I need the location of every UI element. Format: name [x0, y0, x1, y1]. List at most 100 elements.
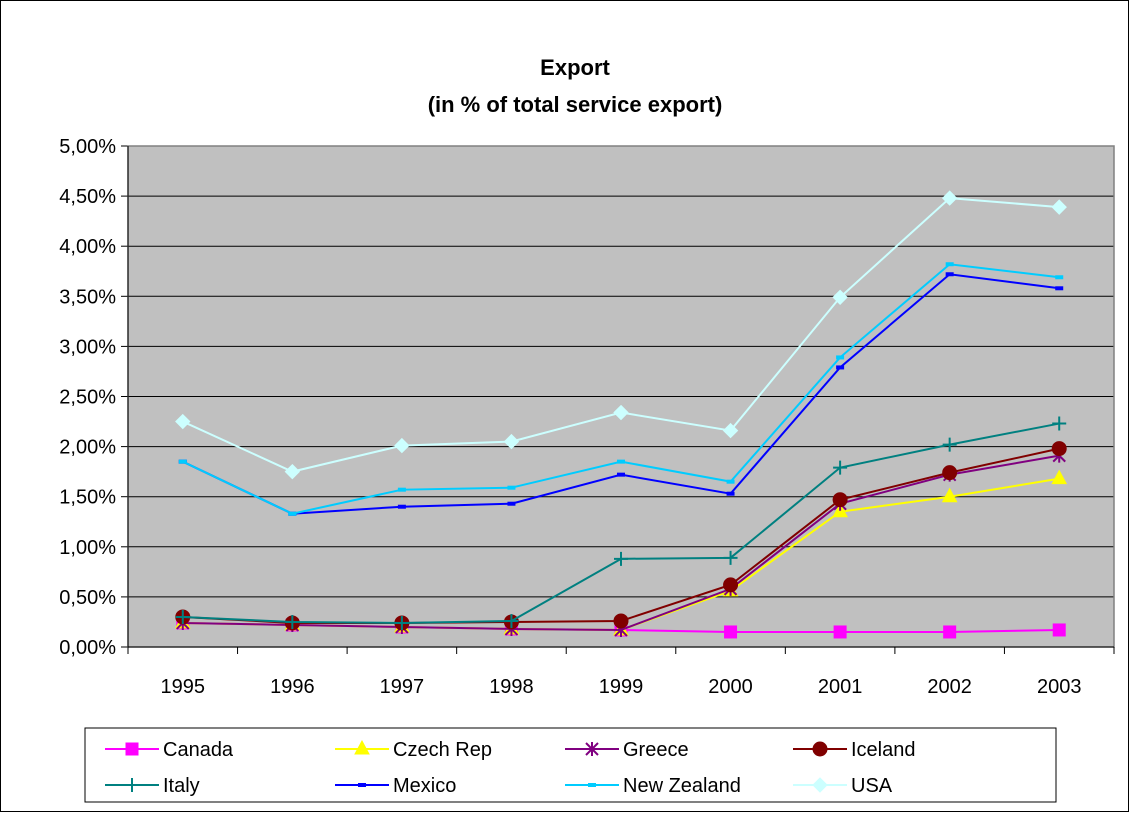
- data-point-mexico: [945, 272, 954, 277]
- legend-item-new-zealand: New Zealand: [565, 775, 741, 797]
- y-tick-label: 2,00%: [59, 437, 116, 459]
- data-point-new-zealand: [945, 262, 954, 267]
- y-tick-label: 1,50%: [59, 487, 116, 509]
- data-point-italy: [504, 613, 519, 628]
- legend-swatch-marker: [125, 778, 139, 792]
- data-point-usa: [832, 289, 848, 306]
- legend-swatch-marker: [354, 739, 370, 755]
- y-tick-label: 0,50%: [59, 587, 116, 609]
- legend-item-czech-rep: Czech Rep: [335, 739, 492, 761]
- x-tick-label: 2000: [708, 676, 753, 698]
- legend-swatch-marker: [358, 783, 366, 787]
- data-point-czech-rep: [941, 487, 958, 503]
- series-italy: [175, 416, 1067, 630]
- data-point-usa: [1051, 199, 1067, 215]
- data-point-mexico: [507, 501, 516, 506]
- axes: 0,00% 0,50% 1,00% 1,50% 2,00% 2,50% 3,00% 3,50%…: [59, 136, 1115, 698]
- data-point-usa: [503, 433, 520, 450]
- y-tick-label: 0,00%: [59, 637, 116, 659]
- data-point-iceland: [613, 613, 629, 629]
- series-layer: [174, 190, 1068, 639]
- chart-title: Export: [540, 55, 610, 80]
- data-point-italy: [614, 551, 628, 566]
- data-point-usa: [722, 422, 739, 439]
- legend-label: Iceland: [851, 739, 916, 761]
- data-point-usa: [284, 463, 301, 480]
- y-tick-label: 4,50%: [59, 186, 116, 208]
- legend-label: Italy: [163, 775, 200, 797]
- x-tick-label: 2002: [927, 676, 972, 698]
- data-point-new-zealand: [726, 479, 735, 484]
- data-point-usa: [175, 413, 191, 430]
- data-point-iceland: [832, 492, 848, 508]
- x-tick-label: 2001: [818, 676, 863, 698]
- data-point-new-zealand: [288, 511, 297, 516]
- legend-item-canada: Canada: [105, 739, 234, 761]
- data-point-canada: [1052, 623, 1066, 637]
- x-tick-label: 1995: [161, 676, 206, 698]
- legend-label: USA: [851, 775, 893, 797]
- data-point-italy: [285, 614, 300, 629]
- legend-item-iceland: Iceland: [793, 739, 916, 761]
- legend-label: New Zealand: [623, 775, 741, 797]
- legend-box: [84, 727, 1057, 803]
- data-point-new-zealand: [397, 487, 406, 492]
- data-point-mexico: [726, 491, 735, 496]
- data-point-italy: [942, 437, 957, 452]
- legend-label: Czech Rep: [393, 739, 492, 761]
- data-point-canada: [833, 625, 847, 639]
- series-new-zealand: [178, 262, 1064, 516]
- data-point-new-zealand: [836, 355, 845, 360]
- data-point-italy: [1052, 416, 1067, 431]
- data-point-canada: [943, 625, 957, 639]
- data-point-iceland: [942, 465, 958, 481]
- series-usa: [175, 190, 1067, 480]
- data-point-czech-rep: [1051, 469, 1068, 485]
- y-tick-label: 4,00%: [59, 236, 116, 258]
- data-point-italy: [394, 615, 409, 630]
- data-point-italy: [175, 609, 190, 624]
- legend-swatch-marker: [812, 741, 828, 757]
- data-point-mexico: [397, 504, 406, 509]
- data-point-usa: [613, 404, 629, 421]
- data-point-usa: [941, 190, 958, 206]
- legend-item-mexico: Mexico: [335, 775, 456, 797]
- data-point-usa: [394, 437, 410, 454]
- data-point-new-zealand: [1055, 275, 1064, 280]
- chart-subtitle: (in % of total service export): [428, 92, 723, 117]
- y-tick-label: 1,00%: [59, 537, 116, 559]
- data-point-new-zealand: [178, 459, 187, 464]
- x-tick-label: 1998: [489, 676, 534, 698]
- data-point-new-zealand: [617, 459, 625, 464]
- x-tick-label: 1996: [270, 676, 315, 698]
- y-tick-label: 5,00%: [59, 136, 116, 158]
- y-tick-label: 3,50%: [59, 286, 116, 308]
- data-point-mexico: [617, 472, 625, 477]
- legend-swatch-marker: [585, 742, 599, 756]
- x-tick-label: 1999: [599, 676, 644, 698]
- legend-swatch-marker: [125, 742, 139, 756]
- data-point-new-zealand: [507, 485, 516, 490]
- legend-label: Canada: [163, 739, 234, 761]
- x-tick-label: 1997: [380, 676, 425, 698]
- legend-swatch-marker: [812, 777, 828, 793]
- data-point-italy: [723, 550, 738, 565]
- legend-label: Mexico: [393, 775, 456, 797]
- legend-item-italy: Italy: [105, 775, 200, 797]
- x-tick-label: 2003: [1037, 676, 1082, 698]
- legend-item-usa: USA: [793, 775, 893, 797]
- data-point-canada: [724, 625, 738, 639]
- data-point-mexico: [836, 365, 845, 370]
- legend: Canada Czech Rep Greece Iceland Italy Mexico N…: [84, 727, 1057, 803]
- data-point-italy: [833, 460, 848, 475]
- data-point-iceland: [723, 577, 739, 593]
- legend-item-greece: Greece: [565, 739, 689, 761]
- y-tick-label: 3,00%: [59, 336, 116, 358]
- legend-swatch-marker: [588, 783, 596, 787]
- data-point-mexico: [1055, 286, 1064, 291]
- data-point-iceland: [1051, 441, 1067, 457]
- series-mexico: [178, 272, 1064, 516]
- legend-label: Greece: [623, 739, 689, 761]
